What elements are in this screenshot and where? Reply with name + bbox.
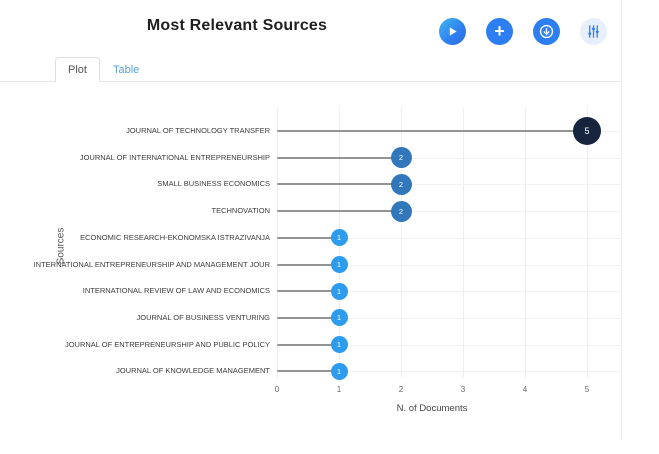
x-tick-label: 3 <box>460 385 466 394</box>
most-relevant-sources-card: Most Relevant Sources + <box>0 0 622 440</box>
row-gridline <box>277 237 621 239</box>
category-label: SMALL BUSINESS ECONOMICS <box>157 179 270 189</box>
data-point[interactable]: 1 <box>330 256 348 273</box>
filters-button[interactable] <box>580 18 607 45</box>
lollipop-stem <box>277 236 339 239</box>
category-label: INTERNATIONAL REVIEW OF LAW AND ECONOMIC… <box>82 286 270 296</box>
x-gridline <box>463 107 464 378</box>
plot-area: N. of Documents 0 1 2 3 4 5 5 2 2 2 1 1 1 1 1 1 <box>275 107 621 414</box>
lollipop-stem <box>277 210 401 213</box>
x-tick-label: 2 <box>398 385 404 394</box>
toolbar: + <box>439 18 607 45</box>
category-label: INTERNATIONAL ENTREPRENEURSHIP AND MANAG… <box>33 259 270 269</box>
x-gridline <box>525 107 526 378</box>
x-gridline <box>277 107 278 378</box>
x-tick-label: 1 <box>336 385 342 394</box>
x-axis-title: N. of Documents <box>396 403 468 414</box>
play-icon <box>447 26 458 37</box>
x-tick-label: 5 <box>584 385 590 394</box>
data-point[interactable]: 2 <box>390 147 412 169</box>
plus-icon: + <box>494 20 505 41</box>
x-gridline <box>587 107 588 378</box>
x-tick-label: 4 <box>522 385 528 394</box>
category-label: JOURNAL OF ENTREPRENEURSHIP AND PUBLIC P… <box>64 339 270 349</box>
category-label: JOURNAL OF INTERNATIONAL ENTREPRENEURSHI… <box>79 152 270 162</box>
category-label: JOURNAL OF KNOWLEDGE MANAGEMENT <box>116 366 270 376</box>
data-point[interactable]: 5 <box>573 117 601 145</box>
row-gridline <box>277 211 621 213</box>
lollipop-stem <box>277 316 339 319</box>
row-gridline <box>277 184 621 186</box>
data-point[interactable]: 1 <box>330 362 348 380</box>
lollipop-stem <box>277 290 339 293</box>
run-button[interactable] <box>439 18 466 45</box>
lollipop-stem <box>277 183 401 186</box>
lollipop-stem <box>277 343 339 346</box>
category-label: ECONOMIC RESEARCH-EKONOMSKA ISTRAZIVANJA <box>80 232 270 242</box>
sliders-icon <box>586 24 601 39</box>
category-label: TECHNOVATION <box>211 206 270 216</box>
row-gridline <box>277 371 621 373</box>
row-gridline <box>277 344 621 346</box>
add-button[interactable]: + <box>486 18 513 45</box>
y-axis-labels: JOURNAL OF TECHNOLOGY TRANSFER JOURNAL OF… <box>0 107 270 378</box>
row-gridline <box>277 317 621 319</box>
x-gridline <box>401 107 402 378</box>
row-gridline <box>277 264 621 266</box>
tab-bar: Plot Table <box>0 57 621 82</box>
data-point[interactable]: 1 <box>330 282 348 300</box>
lollipop-stem <box>277 263 339 266</box>
data-point[interactable]: 1 <box>330 229 348 247</box>
tab-plot[interactable]: Plot <box>55 57 100 82</box>
category-label: JOURNAL OF TECHNOLOGY TRANSFER <box>126 126 270 135</box>
tab-table[interactable]: Table <box>112 64 140 76</box>
download-icon <box>538 23 555 40</box>
data-point[interactable]: 2 <box>390 173 412 195</box>
lollipop-chart: Sources JOURNAL OF TECHNOLOGY TRANSFER JO… <box>0 95 621 425</box>
category-label: JOURNAL OF BUSINESS VENTURING <box>136 312 271 322</box>
x-tick-label: 0 <box>274 385 280 394</box>
data-point[interactable]: 1 <box>330 309 348 327</box>
row-gridline <box>277 291 621 293</box>
download-button[interactable] <box>533 18 560 45</box>
lollipop-stem <box>277 370 339 373</box>
lollipop-stem <box>277 156 401 159</box>
page-title: Most Relevant Sources <box>146 17 328 34</box>
data-point[interactable]: 1 <box>330 336 348 354</box>
data-point[interactable]: 2 <box>390 200 412 222</box>
row-gridline <box>277 157 621 159</box>
lollipop-stem <box>277 130 587 132</box>
